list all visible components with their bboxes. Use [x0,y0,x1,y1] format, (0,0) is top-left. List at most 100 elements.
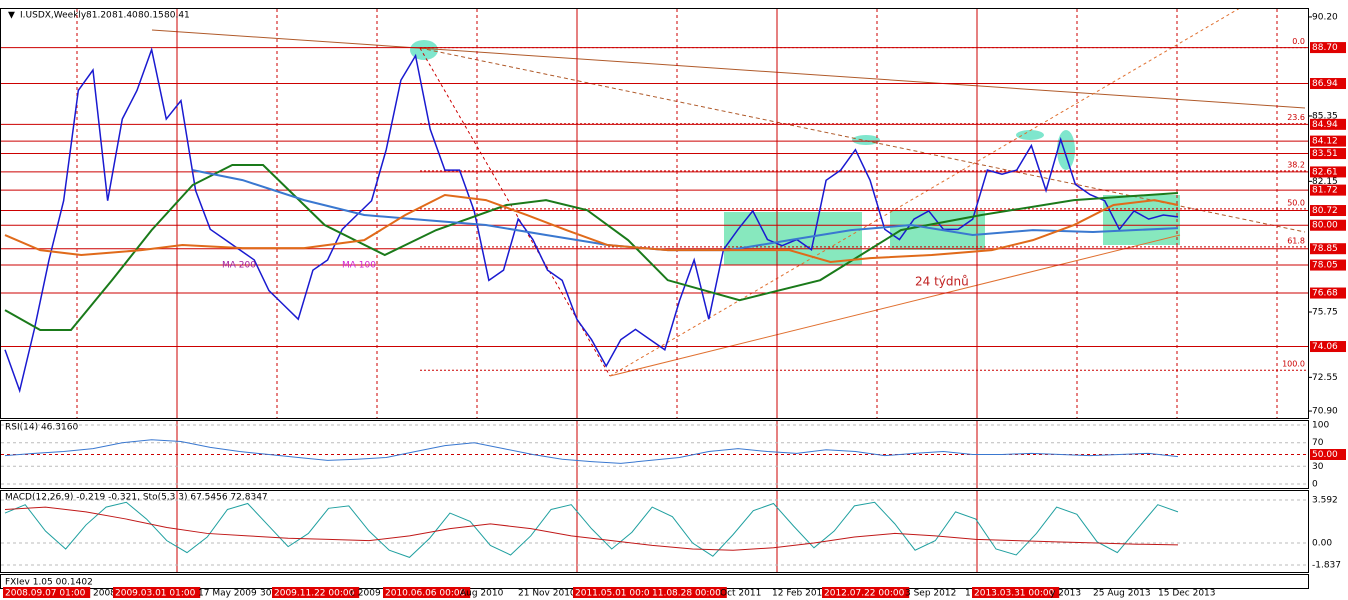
level-label: 84.94 [1312,120,1338,130]
y-tick-label: 70.90 [1312,407,1338,417]
x-tick-label: c 2009 [350,589,381,599]
level-label: 86.94 [1312,79,1338,89]
x-tick-label: 2010.06.06 00:00 [385,589,466,599]
moving-average [4,163,1179,331]
x-tick-label: Oct 2011 [720,589,761,599]
y-tick-label: 85.35 [1312,111,1338,121]
level-box [1310,259,1346,271]
level-label: 80.72 [1312,206,1338,216]
level-box [1310,148,1346,160]
x-label-box [383,587,471,598]
fib-label: 0.0 [1292,37,1305,46]
highlight [1057,130,1075,170]
zone [724,212,862,265]
x-tick-label: 15 Dec 2013 [1158,589,1216,599]
level-label: 78.05 [1312,261,1338,271]
indicator-line [4,501,1179,558]
chart-title: I.USDX,Weekly [20,11,87,21]
x-tick-label: 12 Feb 2012 [772,589,828,599]
x-label-box [3,587,91,598]
x-tick-label: 2008 [93,589,116,599]
fib-label: 61.8 [1287,236,1305,245]
macd-title: MACD(12,26,9) -0.219 -0.321, Sto(5,3,3) … [5,493,268,503]
y-tick-label: 0 [1312,480,1318,490]
moving-average [4,193,1179,264]
y-tick-label: 50.00 [1312,450,1338,460]
header-value: 80.41 [164,11,190,21]
fib-label: 38.2 [1287,160,1305,169]
level-box [1310,135,1346,147]
y-tick-label: 100 [1312,421,1329,431]
level-box [1310,118,1346,130]
level-box [1310,166,1346,178]
trend-line [151,29,1306,109]
level-label: 81.72 [1312,186,1338,196]
fib-label: 100.0 [1282,360,1305,369]
level-box [1310,184,1346,196]
x-label-box [573,587,661,598]
x-tick-label: 2009.11.22 00:00 [274,589,355,599]
level-label: 82.61 [1312,167,1338,177]
rsi-title: RSI(14) 46.3160 [5,423,78,433]
x-tick-label: 2009.03.01 01:00 [115,589,196,599]
y-tick-label: 72.55 [1312,373,1338,383]
x-label-box [113,587,201,598]
level-label: 83.51 [1312,149,1338,159]
x-tick-label: 11.08.28 00:00 [652,589,721,599]
y-tick-label: 70 [1312,438,1324,448]
x-tick-label: 2008.09.07 01:00 [5,589,86,599]
macd-panel [0,490,1309,573]
fx-title: FXIev 1.05 00.1402 [5,578,93,588]
trend-line [609,7,1241,377]
highlight [852,135,880,145]
level-box [1310,449,1346,460]
x-tick-label: 25 Aug 2013 [1093,589,1151,599]
trend-line [609,234,1181,377]
level-label: 76.68 [1312,289,1338,299]
price-line [4,46,1179,394]
level-label: 74.06 [1312,342,1338,352]
x-label-box [822,587,910,598]
header-value: 81.40 [112,11,138,21]
x-tick-label: y 2013 [1050,589,1081,599]
main-panel [0,8,1309,419]
level-box [1310,287,1346,299]
fib-label: 23.6 [1287,113,1305,122]
y-tick-label: 3.592 [1312,496,1338,506]
x-tick-label: Aug 2010 [460,589,504,599]
x-tick-label: 3 Sep 2012 [905,589,956,599]
level-box [1310,243,1346,255]
x-tick-label: 2013.03.31 00:00 [974,589,1055,599]
highlight [410,40,438,60]
x-label-box [972,587,1060,598]
trend-line [419,47,1306,233]
level-label: 88.70 [1312,43,1338,53]
indicator-line [4,439,1179,464]
collapse-icon: ▼ [8,11,15,21]
annotation: MA 200 [222,261,256,271]
x-tick-label: 21 Nov 2010 [518,589,576,599]
x-label-box [272,587,360,598]
level-label: 80.00 [1312,221,1338,231]
x-tick-label: 2012.07.22 00:00 [824,589,905,599]
x-tick-label: 2011.05.01 00:00 [575,589,656,599]
level-label: 78.85 [1312,244,1338,254]
indicator-line [4,506,1179,551]
x-tick-label: 17 May 2009 [198,589,257,599]
level-box [1310,78,1346,90]
y-tick-label: 90.20 [1312,12,1338,22]
y-tick-label: -1.837 [1312,561,1341,571]
level-box [1310,219,1346,231]
y-tick-label: 75.75 [1312,308,1338,318]
x-tick-label: 30 [260,589,272,599]
header-value: 80.15 [138,11,164,21]
rsi-panel [0,420,1309,489]
y-tick-label: 0.00 [1312,539,1332,549]
level-label: 84.12 [1312,137,1338,147]
annotation: 24 týdnů [915,275,969,289]
y-tick-label: 30 [1312,462,1324,472]
x-tick-label: 1 [965,589,971,599]
x-label-box [650,587,727,598]
annotation: MA 100 [342,261,376,271]
level-box [1310,42,1346,54]
